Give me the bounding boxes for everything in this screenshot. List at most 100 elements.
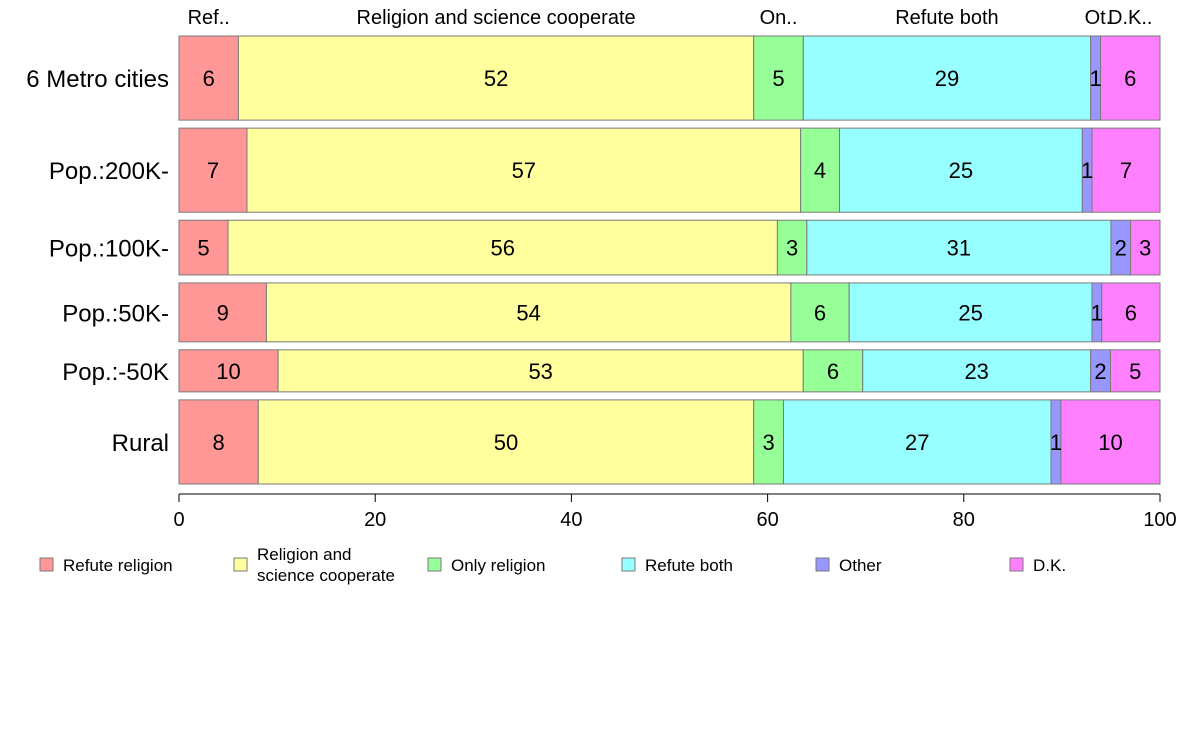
bar-segment-pop-200k-d-k <box>1091 127 1161 213</box>
category-label-6-metro-cities: 6 Metro cities <box>26 66 169 93</box>
value-label-pop-100k-refute-religion: 5 <box>197 236 209 261</box>
series-top-label-refute-religion: Ref.. <box>188 7 230 29</box>
value-label-pop-50k-other: 2 <box>1094 359 1106 384</box>
value-label-pop-50k-refute-religion: 10 <box>216 359 240 384</box>
series-top-label-other: Ot. <box>1085 7 1112 29</box>
bar-segment-pop-100k-religion-and-science-cooperate <box>227 219 778 276</box>
bar-segment-6-metro-cities-d-k <box>1100 35 1161 121</box>
value-label-6-metro-cities-refute-both: 29 <box>935 66 959 91</box>
bar-segment-pop-50k-refute-both <box>862 349 1092 393</box>
value-label-pop-50k-d-k: 5 <box>1129 359 1141 384</box>
value-label-pop-200k-refute-both: 25 <box>949 158 973 183</box>
series-top-label-religion-and-science-cooperate: Religion and science cooperate <box>357 7 636 29</box>
x-tick-label-20: 20 <box>364 509 386 531</box>
value-label-pop-100k-religion-and-science-cooperate: 56 <box>490 236 514 261</box>
value-label-pop-50k-refute-both: 23 <box>964 359 988 384</box>
value-label-rural-refute-both: 27 <box>905 430 929 455</box>
bar-segment-pop-200k-refute-both <box>838 127 1083 213</box>
top-series-labels: Ref.. Religion and science cooperate On.. R… <box>188 7 1153 29</box>
value-label-pop-200k-only-religion: 4 <box>814 158 826 183</box>
value-label-rural-refute-religion: 8 <box>213 430 225 455</box>
bar-segment-6-metro-cities-refute-both <box>802 35 1092 121</box>
legend-label-refute-both: Refute both <box>645 556 733 575</box>
x-tick-label-40: 40 <box>560 509 582 531</box>
bar-segment-rural-d-k <box>1060 399 1161 485</box>
value-label-pop-50k-religion-and-science-cooperate: 53 <box>528 359 552 384</box>
bar-segment-rural-refute-both <box>782 399 1052 485</box>
value-label-6-metro-cities-d-k: 6 <box>1124 66 1136 91</box>
value-label-pop-50k-only-religion: 6 <box>827 359 839 384</box>
value-label-pop-100k-only-religion: 3 <box>786 236 798 261</box>
bar-segment-pop-50k-only-religion <box>802 349 864 393</box>
legend-label-other: Other <box>839 556 882 575</box>
value-label-pop-50k-d-k: 6 <box>1125 300 1137 325</box>
legend-swatch-refute-religion <box>39 557 54 572</box>
value-label-pop-200k-religion-and-science-cooperate: 57 <box>512 158 536 183</box>
bar-segment-rural-religion-and-science-cooperate <box>257 399 755 485</box>
value-label-rural-religion-and-science-cooperate: 50 <box>494 430 518 455</box>
legend-label-d-k: D.K. <box>1033 556 1066 575</box>
value-label-6-metro-cities-refute-religion: 6 <box>203 66 215 91</box>
value-label-pop-50k-refute-religion: 9 <box>217 300 229 325</box>
value-label-pop-100k-other: 2 <box>1115 236 1127 261</box>
category-label-pop-200k: Pop.:200K- <box>49 158 169 185</box>
bars-layer <box>178 35 1161 485</box>
bar-segment-6-metro-cities-refute-religion <box>178 35 239 121</box>
value-label-pop-50k-refute-both: 25 <box>958 300 982 325</box>
value-label-rural-d-k: 10 <box>1098 430 1122 455</box>
value-label-rural-other: 1 <box>1050 430 1062 455</box>
bar-segment-pop-50k-d-k <box>1109 349 1161 393</box>
legend-label-religion-and-science-cooperate: Religion and science cooperate <box>257 545 395 585</box>
value-label-pop-200k-other: 1 <box>1081 158 1093 183</box>
bar-segment-pop-50k-refute-religion <box>178 282 267 343</box>
value-label-pop-200k-d-k: 7 <box>1120 158 1132 183</box>
bar-segment-pop-50k-refute-both <box>848 282 1093 343</box>
category-label-pop-50k: Pop.:-50K <box>62 359 169 386</box>
value-label-pop-50k-religion-and-science-cooperate: 54 <box>516 300 540 325</box>
value-label-pop-100k-d-k: 3 <box>1139 236 1151 261</box>
bar-segment-pop-100k-only-religion <box>776 219 808 276</box>
bar-segment-pop-100k-refute-both <box>806 219 1112 276</box>
legend-swatch-only-religion <box>427 557 442 572</box>
legend-label-refute-religion: Refute religion <box>63 556 173 575</box>
value-label-6-metro-cities-other: 1 <box>1089 66 1101 91</box>
bar-segment-pop-200k-refute-religion <box>178 127 248 213</box>
legend-swatch-d-k <box>1009 557 1024 572</box>
x-tick-label-60: 60 <box>756 509 778 531</box>
value-label-rural-only-religion: 3 <box>762 430 774 455</box>
value-label-pop-50k-other: 1 <box>1091 300 1103 325</box>
series-top-label-d-k: D.K.. <box>1108 7 1152 29</box>
bar-segment-pop-50k-religion-and-science-cooperate <box>277 349 804 393</box>
category-label-rural: Rural <box>112 430 169 457</box>
x-tick-label-100: 100 <box>1143 509 1176 531</box>
x-axis: 0 20 40 60 80 100 <box>173 493 1177 531</box>
value-label-6-metro-cities-religion-and-science-cooperate: 52 <box>484 66 508 91</box>
value-label-pop-50k-only-religion: 6 <box>814 300 826 325</box>
bar-segment-pop-50k-d-k <box>1101 282 1161 343</box>
category-label-pop-100k: Pop.:100K- <box>49 236 169 263</box>
bar-segment-pop-200k-religion-and-science-cooperate <box>246 127 802 213</box>
bar-segment-pop-200k-only-religion <box>800 127 840 213</box>
category-labels: 6 Metro cities Pop.:200K- Pop.:100K- Pop.:5… <box>26 66 169 457</box>
category-label-pop-50k: Pop.:50K- <box>62 300 169 327</box>
series-top-label-refute-both: Refute both <box>895 7 998 29</box>
legend-swatch-religion-and-science-cooperate <box>233 557 248 572</box>
value-label-6-metro-cities-only-religion: 5 <box>772 66 784 91</box>
bar-segment-6-metro-cities-religion-and-science-cooperate <box>237 35 755 121</box>
legend-swatch-other <box>815 557 830 572</box>
x-tick-label-0: 0 <box>173 509 184 531</box>
bar-segment-rural-refute-religion <box>178 399 259 485</box>
bar-segment-pop-100k-d-k <box>1130 219 1161 276</box>
legend: Refute religion Religion and science coope… <box>39 545 1066 585</box>
value-label-pop-100k-refute-both: 31 <box>947 236 971 261</box>
legend-swatch-refute-both <box>621 557 636 572</box>
bar-segment-pop-50k-religion-and-science-cooperate <box>265 282 792 343</box>
value-labels-layer: 6 52 5 29 1 67 57 4 25 1 75 56 3 31 2 39 54 6 25 1 610 53 6 23 2… <box>197 66 1151 455</box>
series-top-label-only-religion: On.. <box>760 7 798 29</box>
value-label-pop-200k-refute-religion: 7 <box>207 158 219 183</box>
x-tick-label-80: 80 <box>953 509 975 531</box>
bar-segment-6-metro-cities-only-religion <box>753 35 804 121</box>
bar-segment-pop-100k-refute-religion <box>178 219 229 276</box>
legend-label-only-religion: Only religion <box>451 556 546 575</box>
